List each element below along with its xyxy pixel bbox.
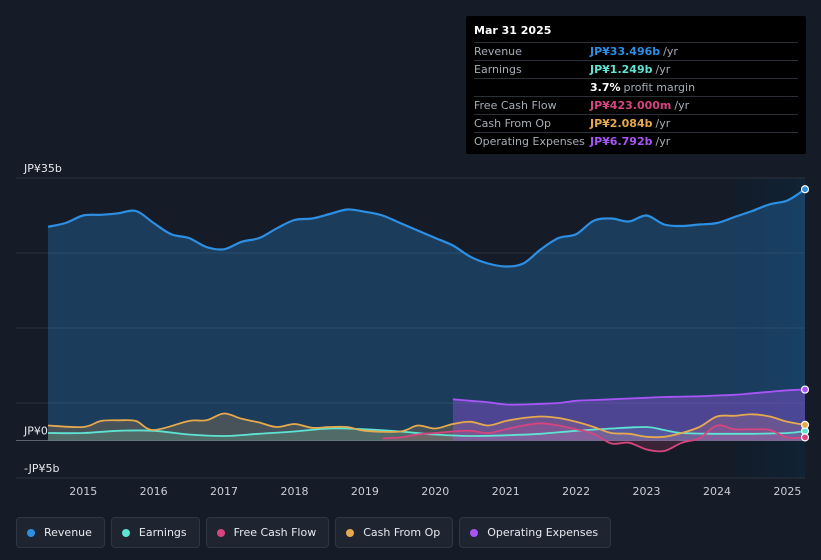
tooltip-row-profit-margin: 3.7% profit margin bbox=[474, 78, 798, 96]
legend-dot-icon bbox=[470, 528, 479, 537]
x-tick-label: 2023 bbox=[633, 485, 661, 498]
legend-label: Cash From Op bbox=[363, 526, 441, 539]
legend-item-earnings[interactable]: Earnings bbox=[110, 517, 200, 548]
cash-from-op-line bbox=[47, 412, 806, 439]
tooltip-label: Free Cash Flow bbox=[474, 99, 557, 112]
legend: Revenue Earnings Free Cash Flow Cash Fro… bbox=[16, 517, 612, 549]
operating-expenses-line bbox=[452, 388, 806, 406]
tooltip-row-cash-from-op: Cash From Op JP¥2.084b /yr bbox=[474, 114, 798, 132]
operating-expenses-area bbox=[452, 389, 805, 441]
tooltip-unit: /yr bbox=[655, 117, 671, 130]
legend-label: Earnings bbox=[138, 526, 187, 539]
free-cash-flow-line bbox=[382, 422, 806, 453]
legend-label: Revenue bbox=[44, 526, 92, 539]
x-tick-label: 2021 bbox=[492, 485, 520, 498]
tooltip-value: JP¥1.249b bbox=[590, 63, 653, 76]
x-tick-label: 2015 bbox=[69, 485, 97, 498]
tooltip-value: 3.7% bbox=[590, 81, 621, 94]
legend-dot-icon bbox=[346, 528, 355, 537]
operating-expenses-end-point bbox=[800, 385, 810, 394]
earnings-area bbox=[48, 426, 805, 441]
tooltip-unit: /yr bbox=[674, 99, 690, 112]
tooltip: Mar 31 2025 Revenue JP¥33.496b /yr Earni… bbox=[466, 16, 806, 154]
x-tick-label: 2024 bbox=[703, 485, 731, 498]
tooltip-date: Mar 31 2025 bbox=[474, 24, 552, 37]
tooltip-label: Revenue bbox=[474, 45, 522, 58]
tooltip-unit: /yr bbox=[663, 45, 678, 58]
x-tick-label: 2017 bbox=[210, 485, 238, 498]
revenue-end-point bbox=[800, 185, 810, 194]
legend-item-free-cash-flow[interactable]: Free Cash Flow bbox=[205, 517, 330, 548]
legend-item-operating-expenses[interactable]: Operating Expenses bbox=[459, 517, 612, 548]
tooltip-label: Operating Expenses bbox=[474, 135, 585, 148]
x-tick-label: 2018 bbox=[280, 485, 308, 498]
legend-label: Free Cash Flow bbox=[233, 526, 317, 539]
legend-dot-icon bbox=[216, 528, 225, 537]
tooltip-label: Cash From Op bbox=[474, 117, 552, 130]
tooltip-row-operating-expenses: Operating Expenses JP¥6.792b /yr bbox=[474, 132, 798, 150]
x-tick-label: 2022 bbox=[562, 485, 590, 498]
y-tick-label: JP¥35b bbox=[23, 162, 62, 175]
tooltip-unit: /yr bbox=[655, 135, 671, 148]
y-tick-label: JP¥0 bbox=[23, 425, 48, 438]
tooltip-value: JP¥6.792b bbox=[590, 135, 653, 148]
x-tick-label: 2025 bbox=[773, 485, 801, 498]
x-tick-label: 2020 bbox=[421, 485, 449, 498]
tooltip-label: Earnings bbox=[474, 63, 522, 76]
tooltip-unit: /yr bbox=[655, 63, 671, 76]
legend-item-cash-from-op[interactable]: Cash From Op bbox=[335, 517, 454, 548]
x-tick-label: 2019 bbox=[351, 485, 379, 498]
y-tick-label: -JP¥5b bbox=[24, 462, 59, 475]
revenue-line bbox=[47, 188, 806, 268]
tooltip-value: JP¥33.496b bbox=[590, 45, 661, 58]
tooltip-row-free-cash-flow: Free Cash Flow JP¥423.000m /yr bbox=[474, 96, 798, 114]
legend-dot-icon bbox=[121, 528, 130, 537]
legend-item-revenue[interactable]: Revenue bbox=[16, 517, 105, 548]
tooltip-unit: profit margin bbox=[623, 81, 696, 94]
tooltip-value: JP¥423.000m bbox=[590, 99, 672, 112]
free-cash-flow-end-point bbox=[800, 433, 810, 442]
legend-label: Operating Expenses bbox=[487, 526, 599, 539]
legend-dot-icon bbox=[27, 528, 35, 537]
free-cash-flow-area bbox=[382, 423, 805, 452]
tooltip-row-earnings: Earnings JP¥1.249b /yr bbox=[474, 60, 798, 78]
cash-from-op-end-point bbox=[800, 420, 810, 429]
revenue-area bbox=[48, 189, 805, 441]
tooltip-value: JP¥2.084b bbox=[590, 117, 653, 130]
tooltip-row-revenue: Revenue JP¥33.496b /yr bbox=[474, 42, 798, 60]
x-tick-label: 2016 bbox=[140, 485, 168, 498]
